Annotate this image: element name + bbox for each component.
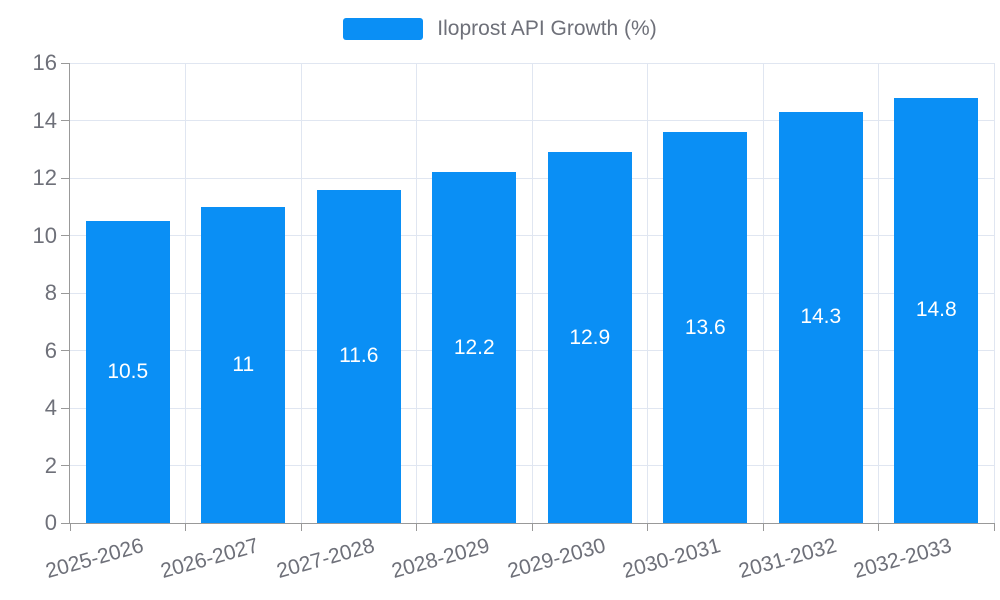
- bar[interactable]: 13.6: [663, 132, 748, 523]
- gridline-vertical: [531, 63, 533, 523]
- plot-area: 0 2 4 6 8 10 12 14 16 10.5 2025-2026 11 2026-2027 11.…: [33, 50, 995, 583]
- y-axis-tick-label: 10: [32, 222, 57, 248]
- y-axis-tick: [61, 522, 69, 524]
- y-axis-tick: [61, 350, 69, 351]
- x-axis-tick: [531, 523, 533, 531]
- bar[interactable]: 10.5: [85, 221, 170, 523]
- x-axis-tick-label: 2029-2030: [504, 534, 608, 584]
- x-axis-tick: [993, 523, 995, 531]
- y-axis-tick: [61, 177, 69, 179]
- x-axis-tick: [416, 523, 417, 531]
- x-axis-tick-label: 2028-2029: [389, 534, 493, 584]
- x-axis-tick: [300, 523, 302, 531]
- y-axis-tick-label: 0: [44, 510, 57, 535]
- y-axis-tick: [61, 62, 69, 64]
- bar-value-label: 12.9: [569, 325, 611, 349]
- y-axis-tick: [61, 465, 69, 466]
- x-axis-tick: [647, 523, 648, 531]
- bar[interactable]: 12.9: [547, 152, 632, 523]
- x-axis-tick: [762, 523, 764, 531]
- bar[interactable]: 12.2: [432, 172, 517, 523]
- x-axis-tick-label: 2031-2032: [735, 534, 839, 584]
- y-axis-tick: [61, 407, 69, 409]
- legend-label: Iloprost API Growth (%): [437, 17, 657, 40]
- y-axis-tick: [61, 120, 69, 121]
- bar-value-label: 13.6: [684, 315, 726, 339]
- bar-value-label: 14.8: [915, 298, 957, 322]
- y-axis-tick-label: 8: [44, 280, 57, 305]
- y-axis-tick-label: 16: [32, 50, 57, 75]
- x-axis-tick-label: 2027-2028: [273, 534, 377, 584]
- y-axis-tick-label: 2: [44, 452, 57, 478]
- bar[interactable]: 11.6: [316, 189, 401, 523]
- y-axis-tick: [61, 235, 69, 236]
- x-axis-tick: [878, 523, 879, 531]
- bar-value-label: 10.5: [107, 360, 149, 384]
- x-axis-tick-label: 2026-2027: [158, 534, 262, 584]
- gridline-vertical: [300, 63, 302, 523]
- legend-item[interactable]: Iloprost API Growth (%): [0, 17, 1000, 41]
- y-axis-tick-label: 14: [32, 107, 57, 133]
- bar-value-label: 11: [232, 352, 255, 376]
- x-axis-tick-label: 2030-2031: [620, 534, 724, 584]
- gridline-vertical: [878, 63, 879, 523]
- gridline-vertical: [762, 63, 764, 523]
- gridline-vertical: [416, 63, 417, 523]
- x-axis-tick-label: 2025-2026: [42, 534, 146, 584]
- x-axis-tick-label: 2032-2033: [851, 534, 955, 584]
- bar[interactable]: 14.8: [894, 97, 979, 523]
- gridline-vertical: [993, 63, 995, 523]
- bar[interactable]: 11: [201, 206, 286, 523]
- x-axis-tick: [185, 523, 186, 531]
- x-axis-tick: [69, 523, 71, 531]
- y-axis-tick-label: 12: [32, 165, 57, 190]
- gridline-vertical: [647, 63, 648, 523]
- legend-swatch: [343, 18, 424, 40]
- bar-value-label: 11.6: [339, 344, 379, 368]
- bar-value-label: 12.2: [453, 335, 495, 359]
- y-axis-tick-label: 4: [44, 395, 57, 420]
- y-axis-tick-label: 6: [44, 337, 57, 363]
- bar[interactable]: 14.3: [778, 111, 863, 523]
- y-axis-tick: [61, 292, 69, 294]
- bar-value-label: 14.3: [800, 305, 842, 329]
- gridline-vertical: [185, 63, 186, 523]
